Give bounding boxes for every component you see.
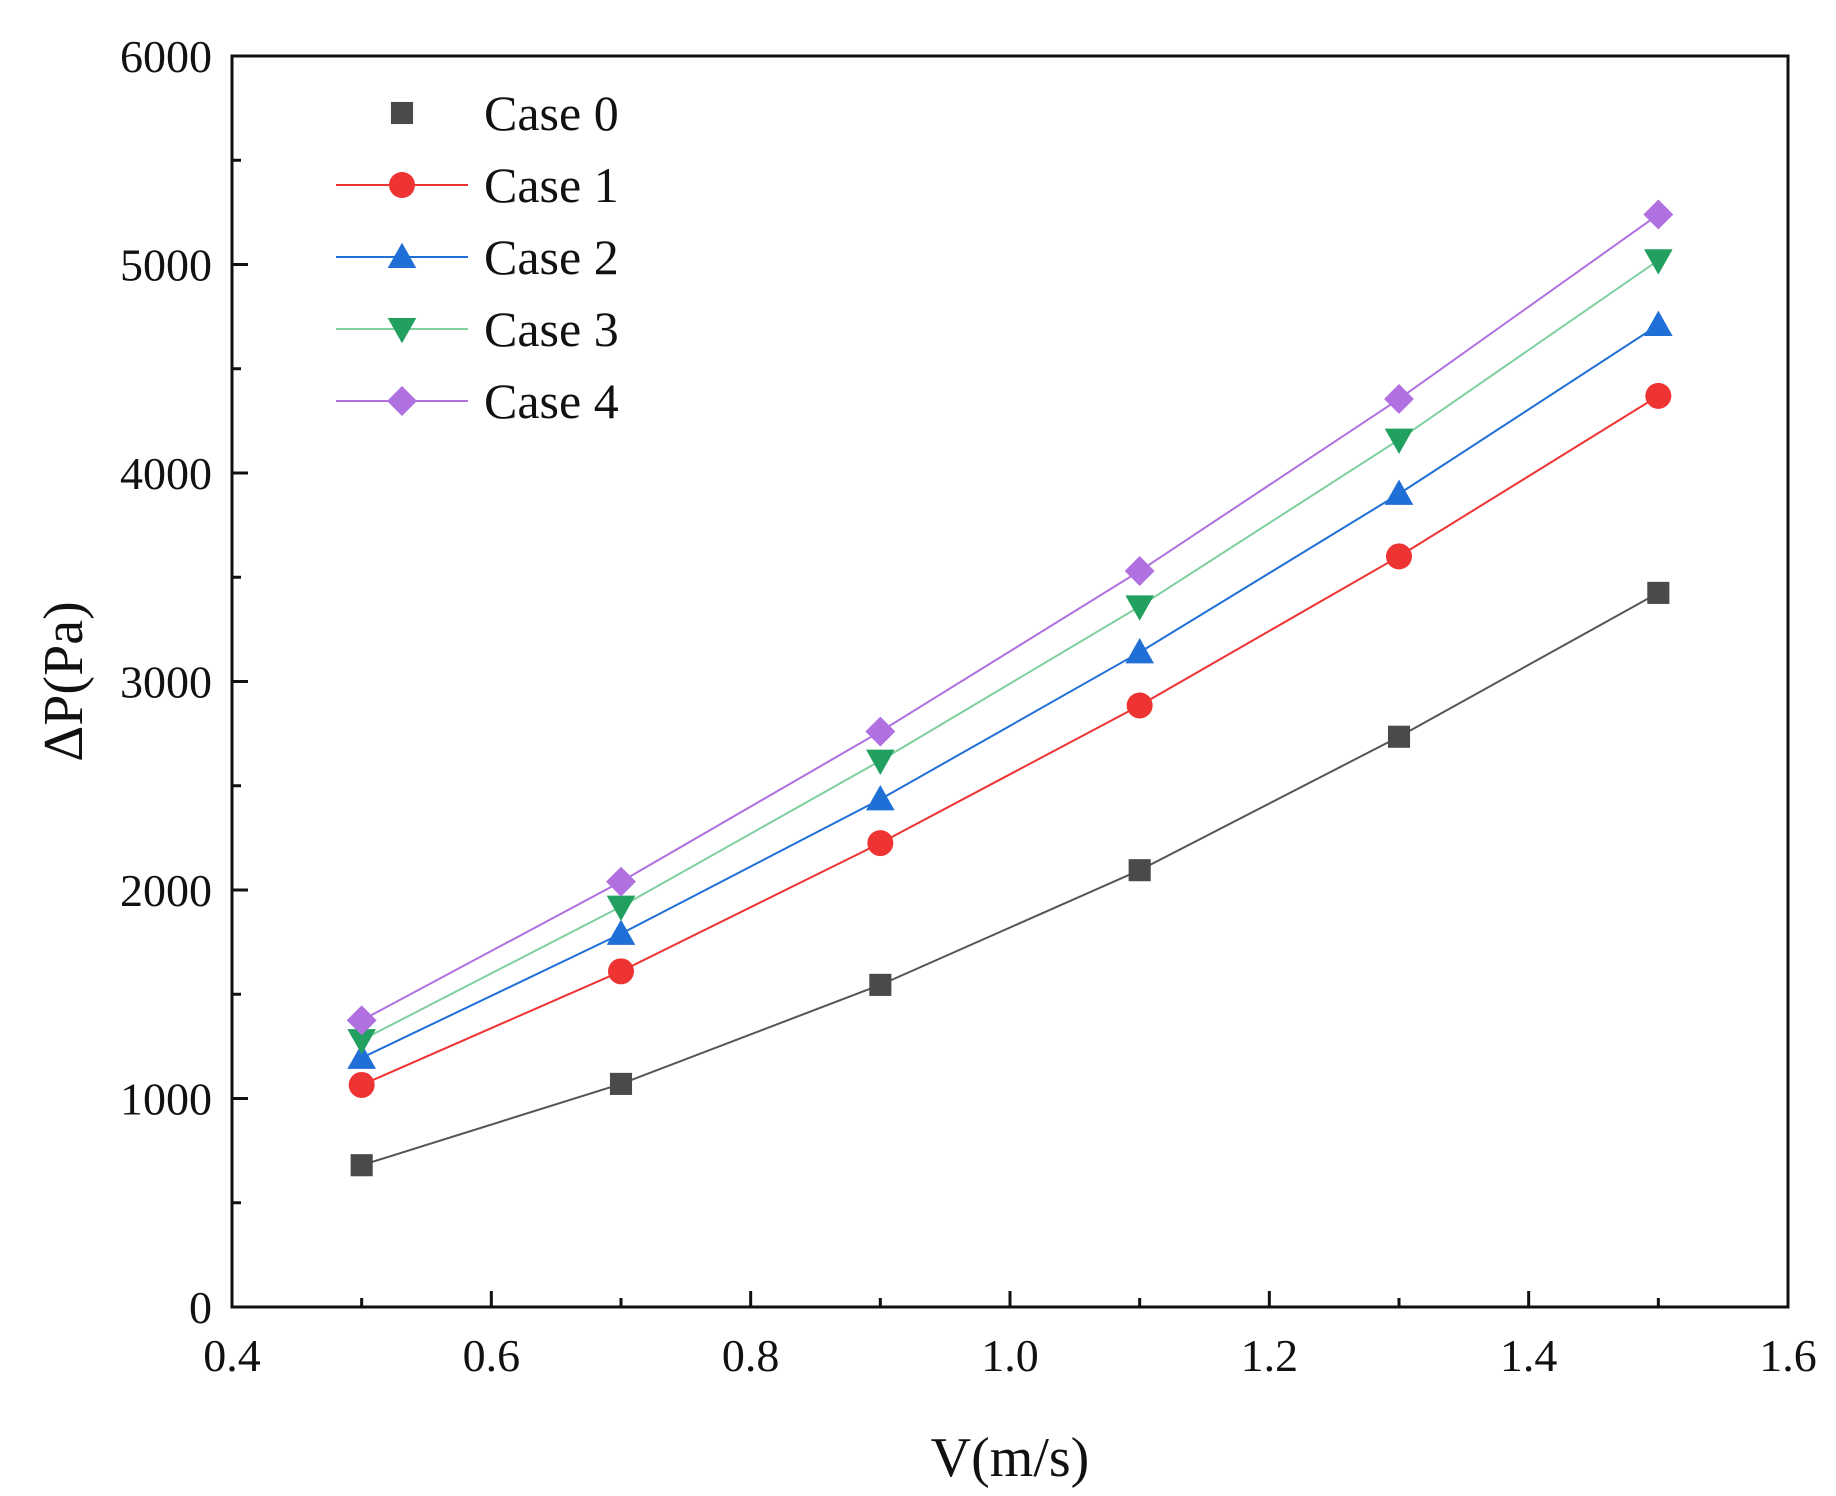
series-1 <box>348 382 1672 1098</box>
data-point <box>1644 249 1673 275</box>
series-4 <box>346 199 1674 1036</box>
legend-label: Case 4 <box>484 373 619 429</box>
x-tick-label: 0.8 <box>722 1330 780 1381</box>
legend-label: Case 0 <box>484 85 619 141</box>
series-2 <box>347 310 1673 1069</box>
data-point <box>1125 638 1154 664</box>
series-line <box>361 324 1659 1059</box>
legend-item: Case 2 <box>336 229 619 285</box>
data-point <box>867 830 894 857</box>
data-point <box>606 866 636 897</box>
y-tick-label: 4000 <box>120 448 212 499</box>
legend-marker <box>387 386 417 416</box>
y-tick-label: 3000 <box>120 657 212 708</box>
data-point <box>1647 581 1670 604</box>
data-point <box>866 749 895 776</box>
data-point <box>606 919 636 945</box>
legend-item: Case 0 <box>390 85 619 141</box>
series-3 <box>347 249 1673 1055</box>
data-point <box>1384 384 1414 414</box>
y-tick-label: 1000 <box>120 1074 212 1125</box>
legend-item: Case 1 <box>336 157 619 213</box>
series-line <box>361 592 1659 1167</box>
x-tick-label: 0.4 <box>203 1330 261 1381</box>
data-point <box>1644 310 1673 337</box>
data-point <box>1125 595 1154 621</box>
series-0 <box>350 581 1670 1177</box>
data-point <box>347 1043 376 1069</box>
data-point <box>606 895 636 921</box>
axes: 0.4 0.6 0.8 1.0 1.2 1.4 1.6 0 1000 2000 3000 4000 50… <box>120 31 1817 1381</box>
series-line <box>361 395 1659 1086</box>
x-tick-label: 1.0 <box>981 1330 1039 1381</box>
data-point <box>1386 543 1412 570</box>
data-point <box>348 1071 375 1098</box>
data-point <box>1384 479 1414 505</box>
legend-label: Case 3 <box>484 301 619 357</box>
legend-marker <box>387 317 417 344</box>
x-tick-label: 1.6 <box>1759 1330 1817 1381</box>
data-point <box>609 1072 633 1095</box>
data-point <box>865 716 896 747</box>
legend-marker <box>390 101 414 125</box>
y-tick-label: 0 <box>189 1282 212 1333</box>
x-tick-label: 0.6 <box>463 1330 521 1381</box>
data-point <box>1124 556 1155 586</box>
data-point <box>1128 859 1151 882</box>
data-point <box>869 973 892 996</box>
legend-label: Case 1 <box>484 157 619 213</box>
data-point <box>1384 428 1414 454</box>
plot-area <box>346 199 1674 1177</box>
legend-label: Case 2 <box>484 229 619 285</box>
x-tick-label: 1.4 <box>1500 1330 1558 1381</box>
y-tick-label: 6000 <box>120 31 212 82</box>
y-tick-label: 5000 <box>120 240 212 291</box>
y-tick-label: 2000 <box>120 865 212 916</box>
data-point <box>1643 199 1674 230</box>
y-axis-title: ΔP(Pa) <box>33 601 95 761</box>
series-line <box>361 213 1659 1022</box>
legend-marker <box>387 242 417 269</box>
data-point <box>866 785 895 811</box>
series-line <box>361 259 1659 1042</box>
legend: Case 0 Case 1 Case 2 Case 3 Case 4 <box>336 85 619 429</box>
data-point <box>1387 725 1411 748</box>
legend-item: Case 4 <box>336 373 619 429</box>
data-point <box>1645 382 1672 409</box>
data-point <box>350 1154 373 1177</box>
data-point <box>1126 692 1153 719</box>
x-tick-label: 1.2 <box>1241 1330 1299 1381</box>
data-point <box>346 1005 377 1036</box>
legend-item: Case 3 <box>336 301 619 357</box>
legend-marker <box>389 172 415 198</box>
data-point <box>347 1029 376 1055</box>
plot-frame <box>230 54 1790 1309</box>
data-point <box>608 958 634 985</box>
x-axis-title: V(m/s) <box>931 1427 1090 1489</box>
